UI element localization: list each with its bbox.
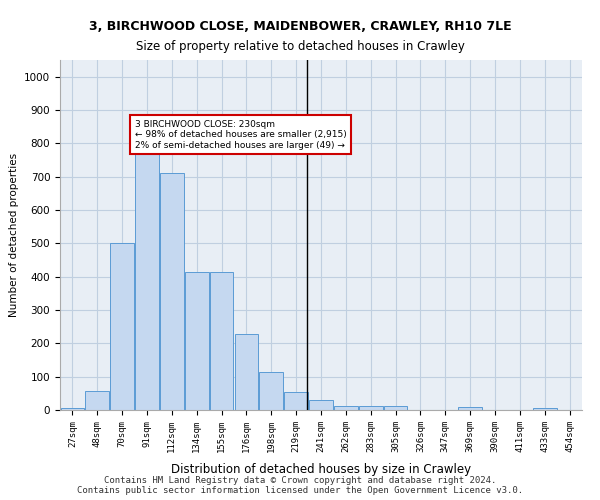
Bar	[235, 334, 258, 410]
Bar	[384, 406, 407, 410]
Text: Size of property relative to detached houses in Crawley: Size of property relative to detached ho…	[136, 40, 464, 53]
Bar	[185, 272, 209, 410]
Bar	[210, 272, 233, 410]
Bar	[359, 406, 383, 410]
Text: 3 BIRCHWOOD CLOSE: 230sqm
← 98% of detached houses are smaller (2,915)
2% of sem: 3 BIRCHWOOD CLOSE: 230sqm ← 98% of detac…	[134, 120, 346, 150]
Bar	[85, 390, 109, 410]
Bar	[259, 372, 283, 410]
X-axis label: Distribution of detached houses by size in Crawley: Distribution of detached houses by size …	[171, 463, 471, 476]
Text: 3, BIRCHWOOD CLOSE, MAIDENBOWER, CRAWLEY, RH10 7LE: 3, BIRCHWOOD CLOSE, MAIDENBOWER, CRAWLEY…	[89, 20, 511, 33]
Bar	[284, 392, 308, 410]
Text: Contains public sector information licensed under the Open Government Licence v3: Contains public sector information licen…	[77, 486, 523, 495]
Bar	[309, 400, 333, 410]
Bar	[160, 174, 184, 410]
Bar	[61, 408, 84, 410]
Text: Contains HM Land Registry data © Crown copyright and database right 2024.: Contains HM Land Registry data © Crown c…	[104, 476, 496, 485]
Bar	[458, 406, 482, 410]
Y-axis label: Number of detached properties: Number of detached properties	[8, 153, 19, 317]
Bar	[110, 244, 134, 410]
Bar	[135, 136, 159, 410]
Bar	[334, 406, 358, 410]
Bar	[533, 408, 557, 410]
